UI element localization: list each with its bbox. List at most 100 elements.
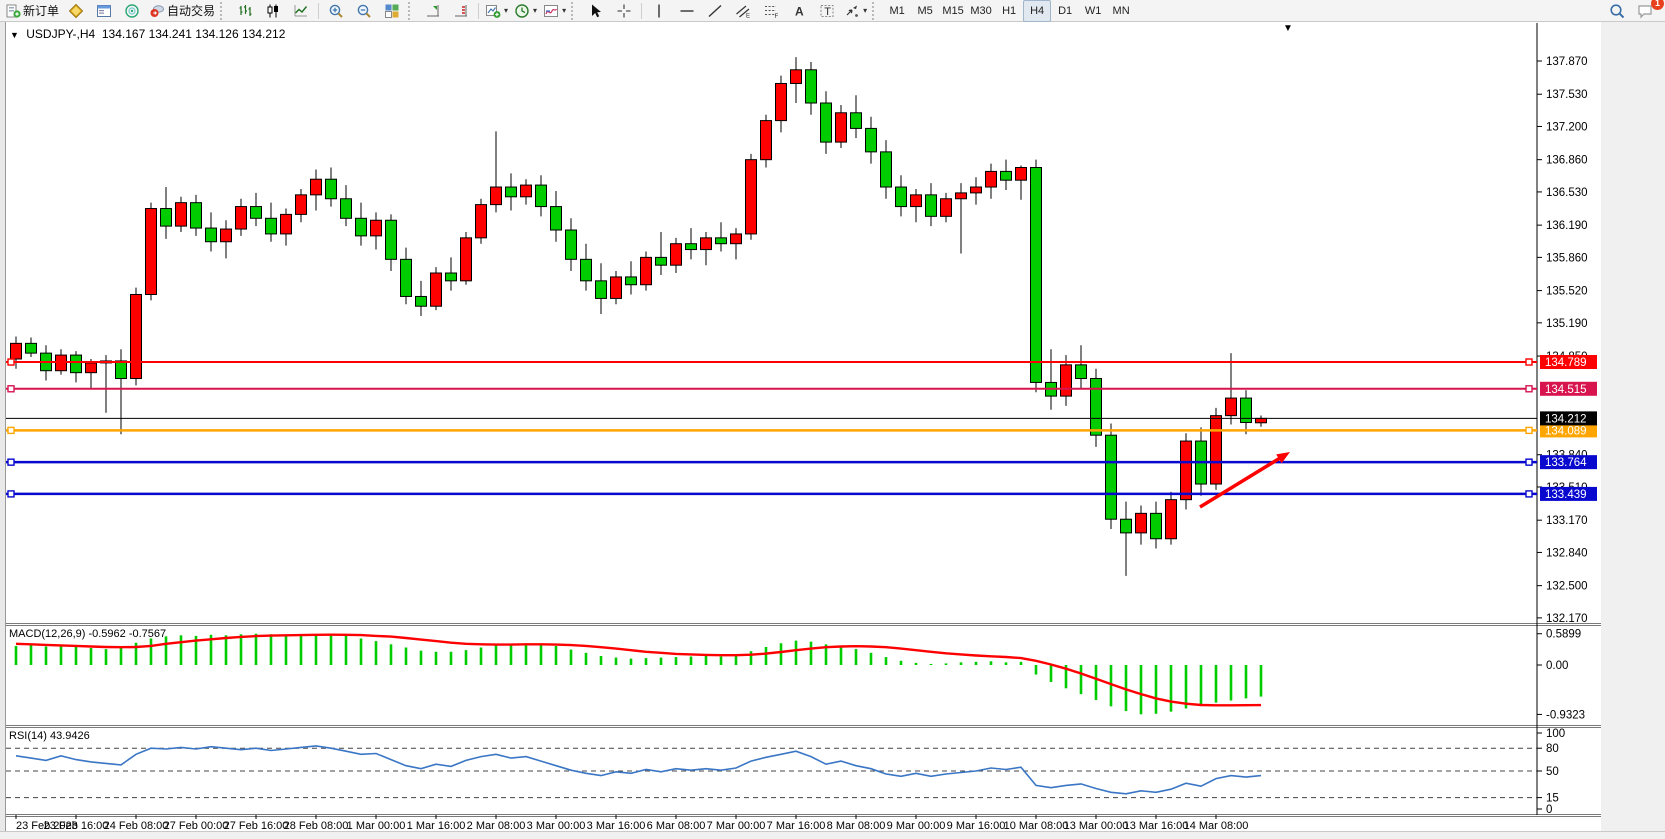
chart-canvas[interactable]: 137.870 137.530 137.200 136.860 136.530 136.1…: [0, 22, 1665, 839]
candlestick-chart-button[interactable]: [259, 0, 287, 22]
svg-text:F: F: [775, 14, 779, 19]
horizontal-line-button[interactable]: [673, 0, 701, 22]
trend-arrow-annotation[interactable]: [1199, 452, 1290, 509]
candle: [130, 287, 142, 386]
line-handle[interactable]: [1525, 490, 1533, 498]
price-line-134.789[interactable]: [6, 358, 1537, 366]
crosshair-button[interactable]: [610, 0, 638, 22]
price-tick-label: 133.170: [1546, 515, 1588, 527]
candle: [1105, 423, 1117, 529]
timeframe-button-d1[interactable]: D1: [1058, 4, 1073, 17]
candle: [400, 247, 412, 305]
rsi-tick-label: 15: [1546, 793, 1559, 805]
candle: [1165, 491, 1177, 545]
time-axis-label: 13 Mar 00:00: [1064, 820, 1129, 832]
price-line-134.515[interactable]: [6, 385, 1537, 393]
caret-down-icon: ▾: [863, 6, 868, 15]
timeframe-button-m15[interactable]: M15: [942, 4, 964, 17]
svg-text:134.089: 134.089: [1545, 425, 1587, 437]
candle: [10, 336, 22, 369]
period-dropdown[interactable]: ▾: [511, 0, 540, 22]
line-handle[interactable]: [7, 358, 15, 366]
chart-symbol-period: USDJPY-,H4: [26, 27, 96, 41]
candle: [730, 228, 742, 260]
price-line-133.439[interactable]: [6, 490, 1537, 498]
shift-icon: [427, 4, 440, 16]
template-dropdown[interactable]: ▾: [540, 0, 569, 22]
signals-button[interactable]: [118, 0, 146, 22]
candle: [895, 175, 907, 217]
timeframe-button-mn[interactable]: MN: [1112, 4, 1130, 17]
candle: [475, 198, 487, 244]
timeframe-button-m1[interactable]: M1: [889, 4, 905, 17]
trendline-button[interactable]: [701, 0, 729, 22]
line-handle[interactable]: [7, 426, 15, 435]
notifications-button[interactable]: 1: [1631, 0, 1664, 22]
zoomout-icon: [357, 4, 371, 18]
candle: [535, 175, 547, 217]
text-button[interactable]: A: [785, 0, 813, 22]
timeframe-button-h1[interactable]: H1: [1002, 4, 1017, 17]
vertical-line-button[interactable]: [645, 0, 673, 22]
diamond-icon: [68, 3, 84, 18]
candle: [1015, 165, 1027, 200]
price-tick-label: 132.840: [1546, 547, 1588, 559]
search-button[interactable]: [1603, 0, 1631, 22]
candle: [1090, 368, 1102, 447]
line-chart-button[interactable]: [287, 0, 315, 22]
chart-window[interactable]: 137.870 137.530 137.200 136.860 136.530 136.1…: [0, 22, 1665, 839]
shapes-dropdown[interactable]: ▾: [841, 0, 870, 22]
caret-down-icon: ▾: [533, 6, 538, 15]
cursor-button[interactable]: [582, 0, 610, 22]
svg-text:134.515: 134.515: [1545, 384, 1587, 396]
time-axis-label: 3 Mar 00:00: [527, 820, 586, 832]
indicators-list-button[interactable]: [62, 0, 90, 22]
candle: [700, 231, 712, 266]
channel-button[interactable]: E: [729, 0, 757, 22]
candle: [625, 261, 637, 295]
chart-collapse-icon[interactable]: ▼: [10, 30, 19, 40]
text-label-button[interactable]: T: [813, 0, 841, 22]
timeframe-button-h4[interactable]: H4: [1023, 0, 1052, 22]
time-axis-label: 27 Feb 00:00: [164, 820, 229, 832]
window-icon: [97, 4, 112, 17]
zoom-in-button[interactable]: [322, 0, 350, 22]
new-order-button[interactable]: 新订单: [2, 0, 62, 22]
line-handle[interactable]: [1525, 358, 1533, 366]
chart-shift-button[interactable]: [419, 0, 447, 22]
time-axis-label: 28 Feb 08:00: [284, 820, 349, 832]
line-handle[interactable]: [1525, 426, 1533, 435]
toolbar-grip: [408, 1, 417, 20]
notification-count-badge: 1: [1651, 0, 1664, 10]
line-handle[interactable]: [7, 385, 15, 393]
fibonacci-button[interactable]: F: [757, 0, 785, 22]
candle: [340, 185, 352, 227]
auto-scroll-button[interactable]: [447, 0, 475, 22]
price-tick-label: 137.200: [1546, 121, 1588, 133]
timeframe-button-w1[interactable]: W1: [1084, 4, 1102, 17]
timeframe-button-m5[interactable]: M5: [917, 4, 933, 17]
price-line-134.089[interactable]: [6, 426, 1537, 435]
candle: [235, 198, 247, 236]
timeframe-button-m30[interactable]: M30: [970, 4, 992, 17]
bar-chart-button[interactable]: [231, 0, 259, 22]
candle: [295, 188, 307, 223]
auto-trading-button[interactable]: 自动交易: [146, 0, 218, 22]
tile-windows-button[interactable]: [378, 0, 406, 22]
candle: [820, 91, 832, 154]
svg-text:T: T: [824, 6, 831, 18]
line-handle[interactable]: [7, 490, 15, 498]
line-handle[interactable]: [1525, 458, 1533, 466]
candle: [1000, 159, 1012, 190]
price-tick-label: 135.520: [1546, 286, 1588, 298]
zoom-out-button[interactable]: [350, 0, 378, 22]
new-chart-dropdown[interactable]: ▾: [482, 0, 511, 22]
window-menu-triangle-icon[interactable]: ▼: [1283, 23, 1293, 34]
line-handle[interactable]: [1525, 385, 1533, 393]
price-badge-133.764: 133.764: [1540, 455, 1597, 470]
price-tick-label: 136.190: [1546, 220, 1588, 232]
market-watch-button[interactable]: [90, 0, 118, 22]
candle: [775, 75, 787, 133]
line-handle[interactable]: [7, 458, 15, 466]
main-toolbar: 新订单 自动交易 ▾ ▾ ▾ E F A T ▾ M1 M5 M15 M30 H1 H4 D1 W1 MN 1: [0, 0, 1665, 22]
